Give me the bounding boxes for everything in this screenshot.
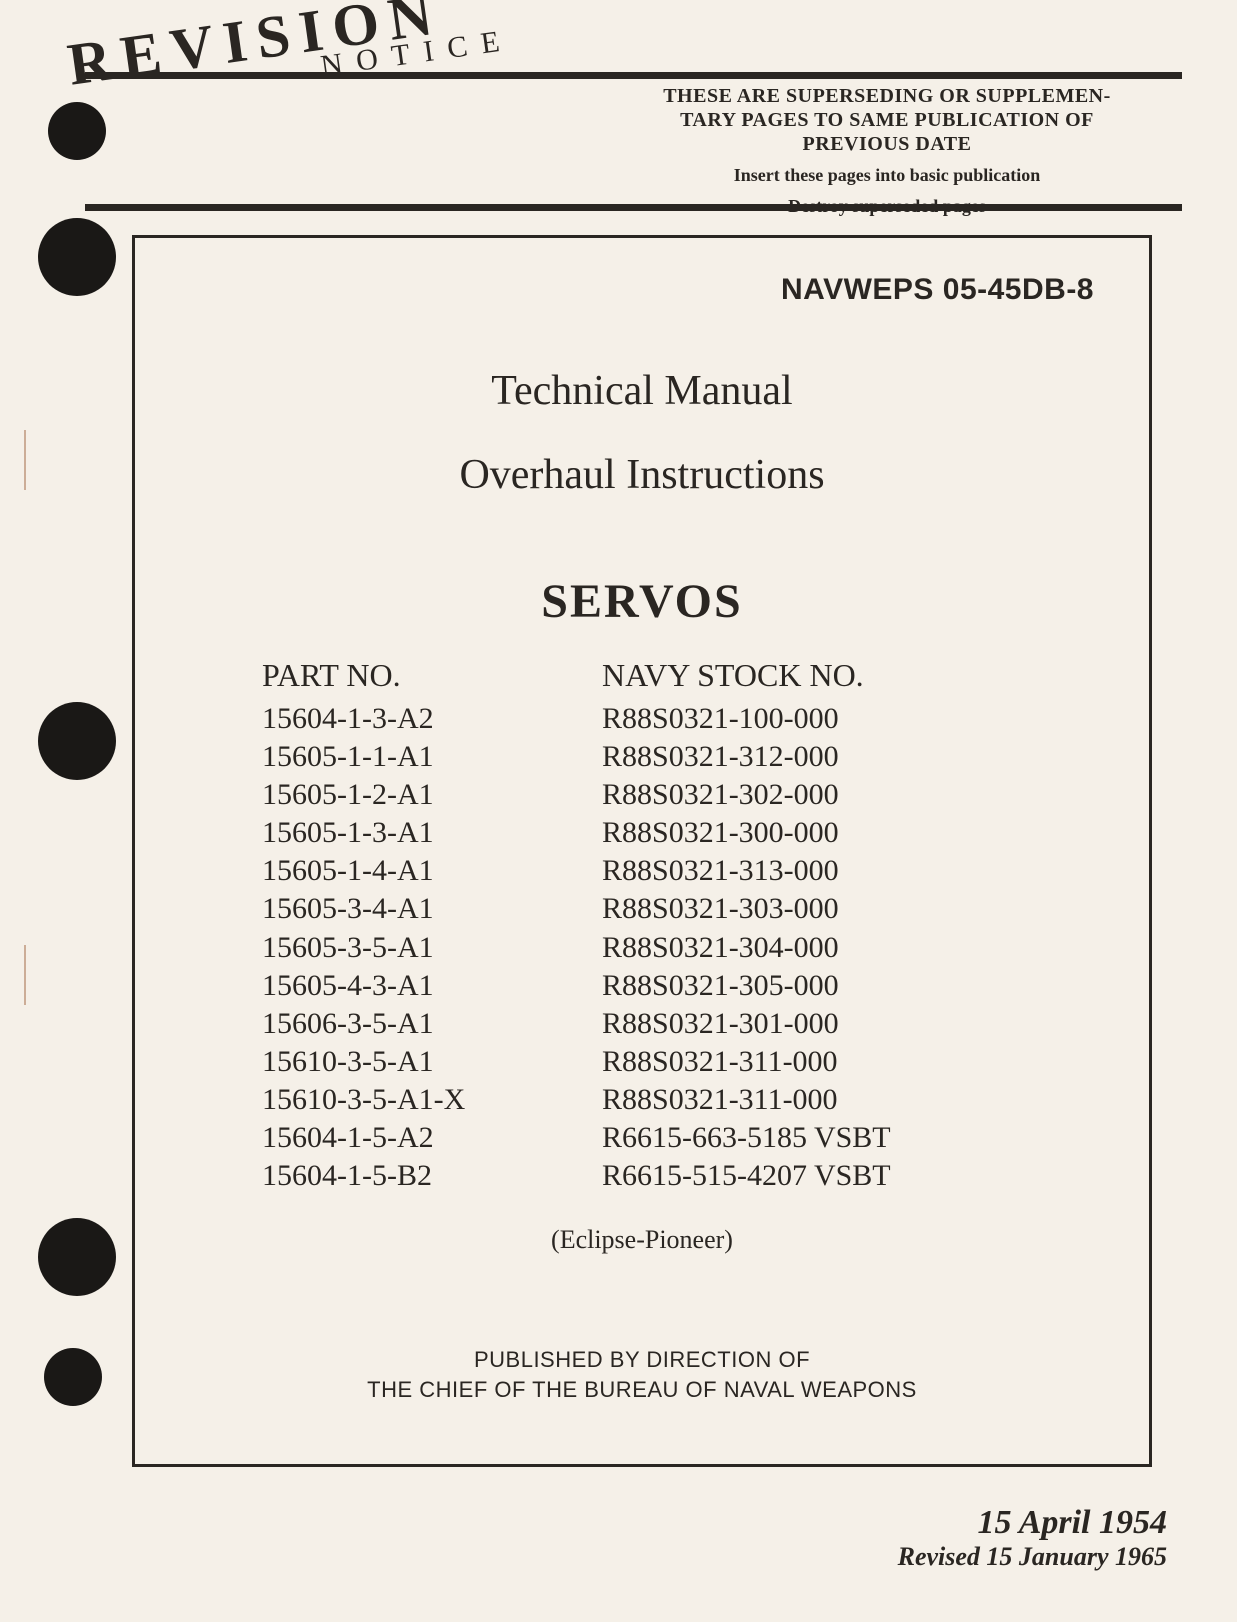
part-no-cell: 15605-3-4-A1: [262, 890, 602, 928]
part-no-cell: 15604-1-5-A2: [262, 1119, 602, 1157]
punch-hole: [48, 102, 106, 160]
original-date: 15 April 1954: [898, 1504, 1167, 1542]
table-row: 15610-3-5-A1-XR88S0321-311-000: [262, 1081, 1022, 1119]
table-row: 15605-1-3-A1R88S0321-300-000: [262, 814, 1022, 852]
table-row: 15605-4-3-A1R88S0321-305-000: [262, 967, 1022, 1005]
document-id: NAVWEPS 05-45DB-8: [190, 273, 1094, 307]
table-row: 15610-3-5-A1R88S0321-311-000: [262, 1043, 1022, 1081]
part-no-cell: 15604-1-5-B2: [262, 1157, 602, 1195]
supersede-line: TARY PAGES TO SAME PUBLICATION OF: [597, 108, 1177, 132]
part-no-cell: 15605-4-3-A1: [262, 967, 602, 1005]
manual-subtitle: Overhaul Instructions: [190, 451, 1094, 499]
part-no-cell: 15606-3-5-A1: [262, 1005, 602, 1043]
stock-no-cell: R88S0321-304-000: [602, 929, 1022, 967]
table-row: 15605-1-2-A1R88S0321-302-000: [262, 776, 1022, 814]
col-header-stock-no: NAVY STOCK NO.: [602, 657, 1022, 694]
table-row: 15604-1-5-B2R6615-515-4207 VSBT: [262, 1157, 1022, 1195]
part-no-cell: 15610-3-5-A1: [262, 1043, 602, 1081]
published-line: THE CHIEF OF THE BUREAU OF NAVAL WEAPONS: [190, 1375, 1094, 1405]
table-row: 15605-3-4-A1R88S0321-303-000: [262, 890, 1022, 928]
page: REVISION NOTICE THESE ARE SUPERSEDING OR…: [0, 0, 1237, 1622]
col-header-part-no: PART NO.: [262, 657, 602, 694]
part-no-cell: 15605-3-5-A1: [262, 929, 602, 967]
part-no-cell: 15605-1-3-A1: [262, 814, 602, 852]
stock-no-cell: R88S0321-305-000: [602, 967, 1022, 1005]
stock-no-cell: R88S0321-302-000: [602, 776, 1022, 814]
published-by: PUBLISHED BY DIRECTION OF THE CHIEF OF T…: [190, 1345, 1094, 1404]
table-header-row: PART NO. NAVY STOCK NO.: [262, 657, 1022, 694]
part-no-cell: 15604-1-3-A2: [262, 700, 602, 738]
stock-no-cell: R88S0321-312-000: [602, 738, 1022, 776]
part-no-cell: 15605-1-4-A1: [262, 852, 602, 890]
stock-no-cell: R88S0321-301-000: [602, 1005, 1022, 1043]
insert-instruction: Insert these pages into basic publicatio…: [597, 164, 1177, 187]
supersede-line: PREVIOUS DATE: [597, 132, 1177, 156]
table-row: 15605-1-1-A1R88S0321-312-000: [262, 738, 1022, 776]
manufacturer: (Eclipse-Pioneer): [190, 1225, 1094, 1255]
header-rule-bottom: [85, 204, 1182, 211]
stock-no-cell: R88S0321-313-000: [602, 852, 1022, 890]
part-no-cell: 15605-1-2-A1: [262, 776, 602, 814]
subject-heading: SERVOS: [190, 574, 1094, 629]
supersede-line: THESE ARE SUPERSEDING OR SUPPLEMEN-: [597, 84, 1177, 108]
table-row: 15605-1-4-A1R88S0321-313-000: [262, 852, 1022, 890]
punch-hole: [38, 1218, 116, 1296]
part-no-cell: 15605-1-1-A1: [262, 738, 602, 776]
stock-no-cell: R88S0321-311-000: [602, 1081, 1022, 1119]
punch-hole: [44, 1348, 102, 1406]
table-row: 15605-3-5-A1R88S0321-304-000: [262, 929, 1022, 967]
staple-mark: [24, 430, 52, 490]
stock-no-cell: R6615-515-4207 VSBT: [602, 1157, 1022, 1195]
published-line: PUBLISHED BY DIRECTION OF: [190, 1345, 1094, 1375]
staple-mark: [24, 945, 52, 1005]
table-row: 15604-1-3-A2R88S0321-100-000: [262, 700, 1022, 738]
parts-table: PART NO. NAVY STOCK NO. 15604-1-3-A2R88S…: [262, 657, 1022, 1195]
stock-no-cell: R88S0321-300-000: [602, 814, 1022, 852]
punch-hole: [38, 702, 116, 780]
superseding-note: THESE ARE SUPERSEDING OR SUPPLEMEN- TARY…: [597, 84, 1177, 217]
stock-no-cell: R6615-663-5185 VSBT: [602, 1119, 1022, 1157]
stock-no-cell: R88S0321-100-000: [602, 700, 1022, 738]
cover-frame: NAVWEPS 05-45DB-8 Technical Manual Overh…: [132, 235, 1152, 1467]
stock-no-cell: R88S0321-303-000: [602, 890, 1022, 928]
part-no-cell: 15610-3-5-A1-X: [262, 1081, 602, 1119]
revision-notice-stamp: REVISION NOTICE: [64, 0, 492, 119]
table-row: 15606-3-5-A1R88S0321-301-000: [262, 1005, 1022, 1043]
revised-date: Revised 15 January 1965: [898, 1542, 1167, 1572]
footer-dates: 15 April 1954 Revised 15 January 1965: [898, 1504, 1167, 1572]
table-row: 15604-1-5-A2R6615-663-5185 VSBT: [262, 1119, 1022, 1157]
punch-hole: [38, 218, 116, 296]
manual-title: Technical Manual: [190, 367, 1094, 415]
stock-no-cell: R88S0321-311-000: [602, 1043, 1022, 1081]
